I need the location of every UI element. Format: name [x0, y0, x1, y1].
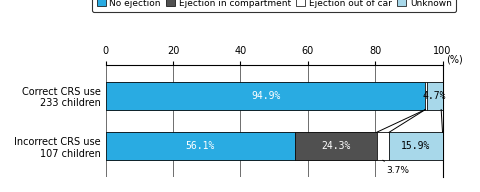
Text: 24.3%: 24.3%: [320, 141, 349, 151]
Bar: [424, 82, 426, 110]
Legend: No ejection, Ejection in compartment, Ejection out of car, Unknown: No ejection, Ejection in compartment, Ej…: [92, 0, 456, 12]
Bar: [106, 132, 294, 160]
Bar: [376, 132, 388, 160]
Text: 56.1%: 56.1%: [185, 141, 215, 151]
Text: 15.9%: 15.9%: [400, 141, 430, 151]
Text: 3.7%: 3.7%: [382, 160, 408, 175]
Bar: [426, 82, 442, 110]
Text: (%): (%): [445, 55, 462, 65]
Text: 94.9%: 94.9%: [251, 91, 280, 101]
Bar: [294, 132, 376, 160]
Bar: [388, 132, 442, 160]
Bar: [106, 82, 424, 110]
Text: 4.7%: 4.7%: [422, 91, 445, 101]
